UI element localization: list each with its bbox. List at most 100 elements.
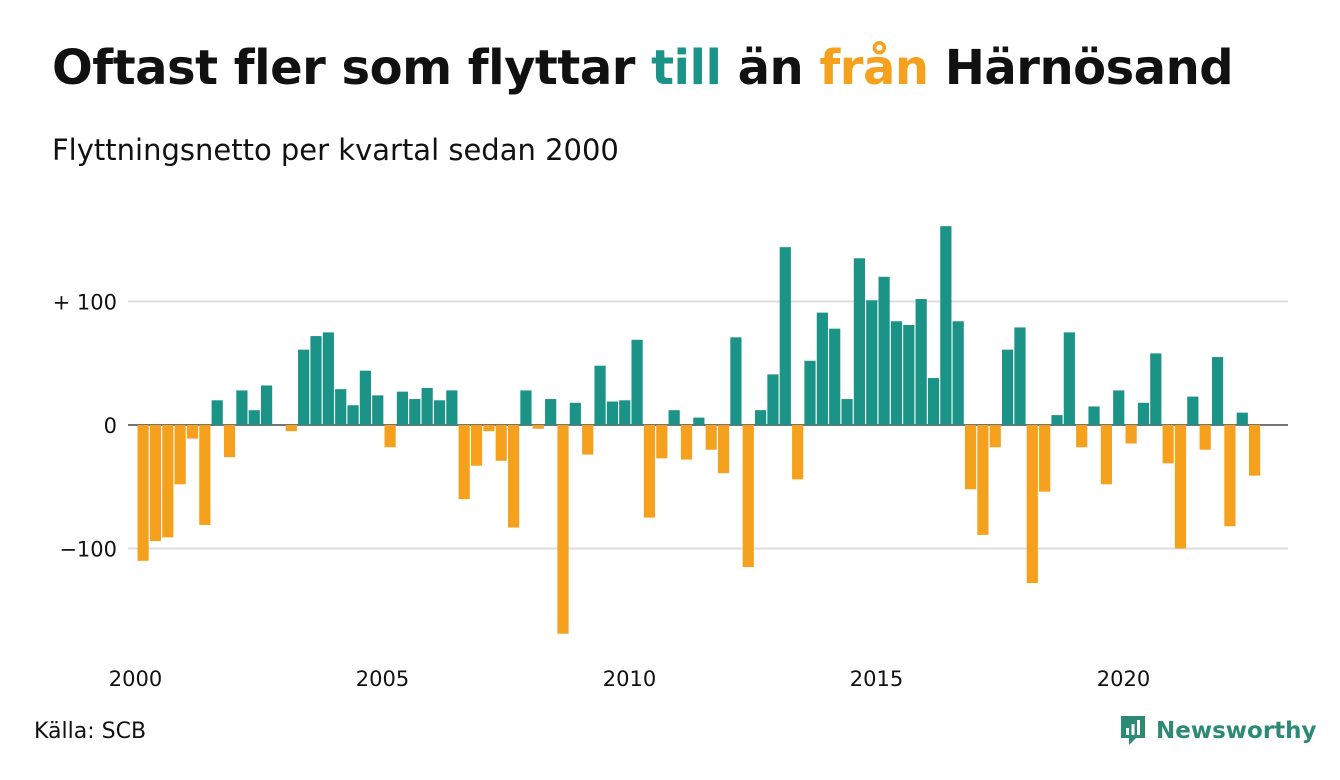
- bar-2008-k4: [569, 402, 581, 425]
- bar-2010-k4: [668, 410, 680, 425]
- bar-2018-k2: [1039, 425, 1051, 492]
- bars: [137, 226, 1261, 634]
- bar-2004-k4: [372, 395, 384, 425]
- bar-2015-k1: [878, 276, 890, 425]
- bar-2007-k3: [508, 425, 520, 528]
- bar-2012-k2: [742, 425, 754, 568]
- bar-2017-k1: [977, 425, 989, 535]
- bar-2018-k3: [1051, 415, 1063, 425]
- bar-2003-k2: [298, 349, 310, 425]
- x-tick-label: 2005: [356, 667, 409, 691]
- bar-2017-k4: [1014, 327, 1026, 426]
- bar-2001-k3: [211, 400, 223, 425]
- x-tick-label: 2000: [109, 667, 162, 691]
- bar-2004-k2: [347, 405, 359, 425]
- bar-2017-k2: [989, 425, 1001, 448]
- bar-2002-k1: [236, 390, 248, 425]
- title-word-till: till: [651, 40, 722, 96]
- bar-2019-k1: [1076, 425, 1088, 448]
- bar-2000-k1: [137, 425, 149, 561]
- bar-2018-k1: [1026, 425, 1038, 584]
- bar-2006-k3: [458, 425, 470, 500]
- title-part-2: än: [721, 40, 820, 96]
- bar-2021-k2: [1187, 396, 1199, 426]
- bar-2000-k2: [149, 425, 162, 542]
- title-part-1: Oftast fler som flyttar: [52, 40, 652, 96]
- bar-2011-k3: [705, 425, 717, 450]
- bar-2007-k1: [483, 425, 495, 432]
- bar-2005-k2: [396, 391, 409, 425]
- bar-2008-k2: [545, 399, 557, 425]
- bar-2016-k2: [940, 226, 952, 425]
- bar-2006-k4: [470, 425, 483, 466]
- bar-2004-k3: [359, 370, 371, 425]
- bar-2009-k2: [594, 365, 606, 425]
- bar-2002-k3: [261, 385, 273, 425]
- bar-2003-k4: [322, 332, 334, 426]
- chart-subtitle: Flyttningsnetto per kvartal sedan 2000: [52, 133, 619, 167]
- bar-2019-k4: [1113, 390, 1125, 425]
- bar-2015-k3: [903, 324, 915, 425]
- bar-2017-k3: [1002, 349, 1014, 425]
- bar-2007-k4: [520, 390, 532, 425]
- y-tick-label: −100: [59, 538, 117, 562]
- bar-2009-k4: [619, 400, 631, 425]
- bar-2006-k2: [446, 390, 458, 425]
- source-note: Källa: SCB: [34, 719, 147, 744]
- bar-2022-k2: [1236, 412, 1248, 425]
- y-axis-ticks: + 100 0 −100: [53, 291, 117, 562]
- chart-title: Oftast fler som flyttar till än från Här…: [52, 40, 1234, 96]
- bar-2011-k4: [717, 425, 730, 474]
- bar-2015-k4: [915, 299, 927, 425]
- x-tick-label: 2015: [850, 667, 903, 691]
- bar-2007-k2: [495, 425, 507, 461]
- y-tick-label: + 100: [53, 291, 117, 315]
- title-part-3: Härnösand: [928, 40, 1234, 96]
- bar-2022-k1: [1224, 425, 1236, 527]
- bar-2003-k1: [285, 425, 297, 432]
- bar-2021-k1: [1174, 425, 1187, 549]
- bar-2008-k1: [532, 425, 544, 429]
- title-word-fran: från: [819, 40, 929, 96]
- bar-2005-k3: [409, 399, 421, 425]
- bar-2018-k4: [1063, 332, 1075, 426]
- bar-2016-k1: [927, 378, 940, 425]
- bar-2020-k1: [1125, 425, 1137, 444]
- bar-2010-k3: [656, 425, 668, 459]
- bar-2014-k2: [841, 399, 853, 425]
- bar-2022-k3: [1249, 425, 1261, 476]
- brand-logo[interactable]: Newsworthy: [1118, 714, 1317, 748]
- bar-2015-k2: [890, 321, 903, 425]
- bar-2009-k3: [606, 401, 618, 425]
- bar-2020-k3: [1150, 353, 1162, 425]
- bar-2014-k3: [853, 258, 865, 425]
- bar-2003-k3: [310, 336, 322, 425]
- bar-2013-k2: [792, 425, 804, 480]
- x-tick-label: 2010: [603, 667, 656, 691]
- bar-2009-k1: [582, 425, 594, 455]
- bar-2004-k1: [335, 389, 347, 426]
- bar-2020-k2: [1137, 402, 1150, 425]
- x-axis-ticks: 2000 2005 2010 2015 2020: [109, 667, 1150, 691]
- bar-2005-k1: [384, 425, 396, 448]
- bar-2011-k2: [693, 417, 705, 425]
- bar-2011-k1: [680, 425, 693, 460]
- bar-2013-k3: [804, 360, 816, 425]
- bar-2013-k1: [779, 247, 791, 425]
- bar-2019-k3: [1100, 425, 1112, 485]
- bar-2014-k1: [829, 328, 841, 425]
- bar-2001-k1: [186, 425, 199, 439]
- bar-2010-k1: [631, 339, 643, 425]
- y-tick-label: 0: [104, 414, 117, 438]
- bar-2014-k4: [866, 300, 878, 425]
- newsworthy-logo-icon: [1121, 716, 1145, 745]
- bar-2008-k3: [557, 425, 569, 634]
- bar-2021-k4: [1211, 357, 1224, 425]
- x-tick-label: 2020: [1097, 667, 1150, 691]
- bar-2010-k2: [643, 425, 656, 518]
- bar-2021-k3: [1199, 425, 1211, 450]
- bar-2001-k4: [223, 425, 236, 458]
- bar-2012-k1: [730, 337, 742, 425]
- bar-2020-k4: [1162, 425, 1174, 464]
